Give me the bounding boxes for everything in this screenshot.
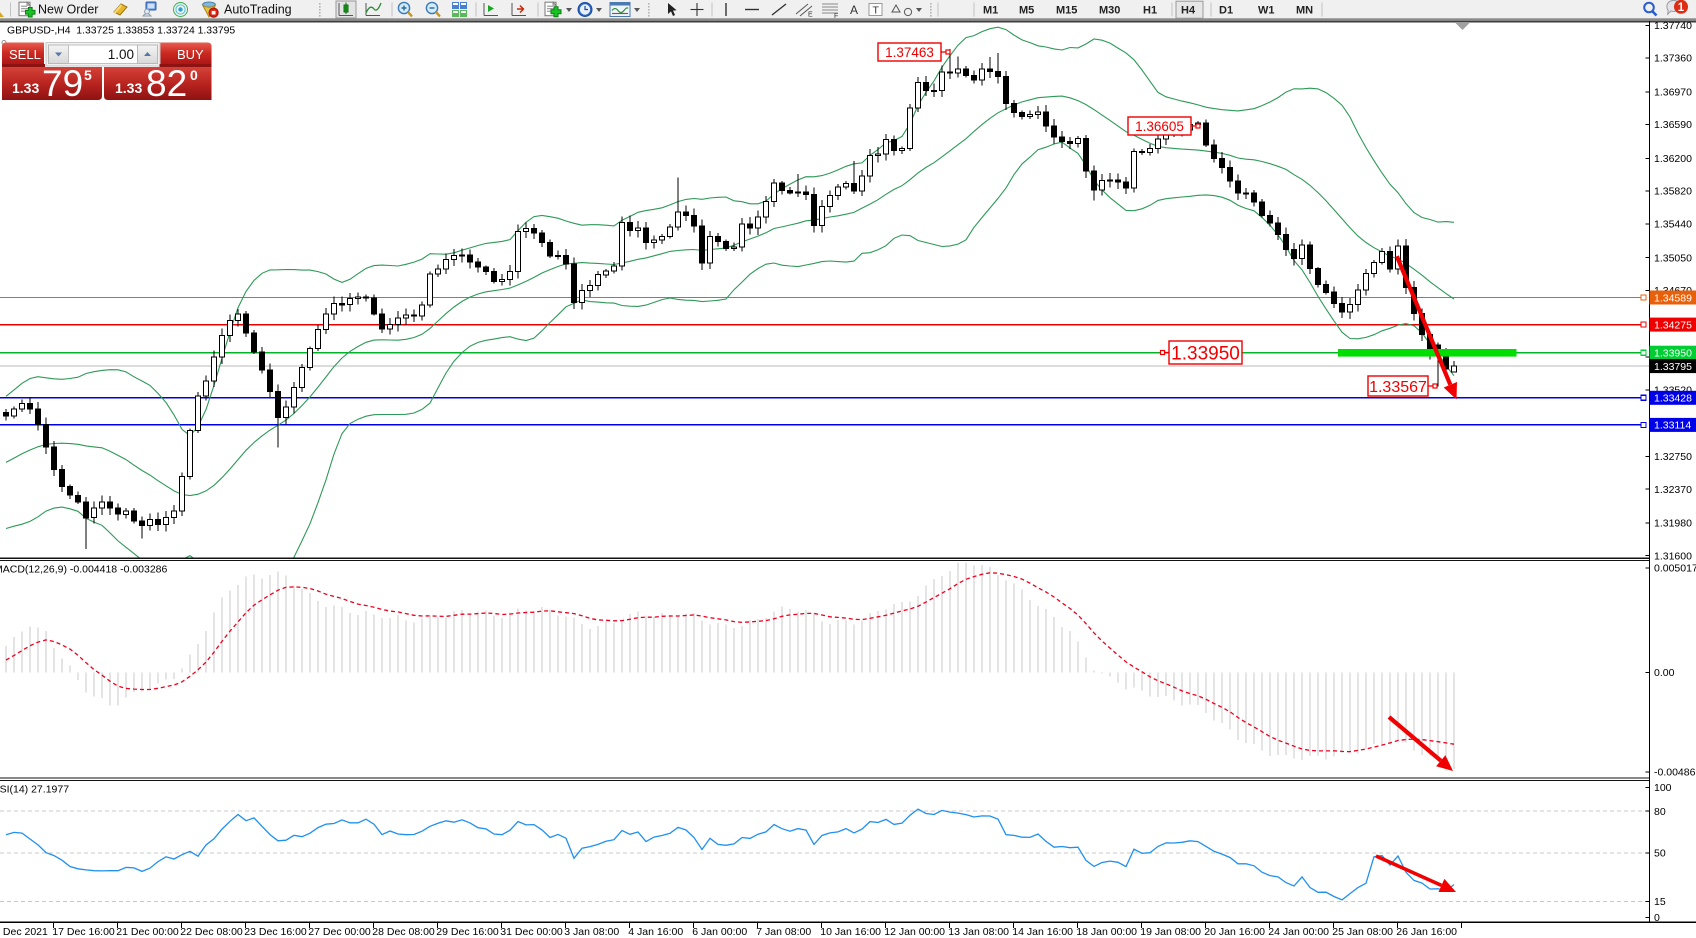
svg-text:14 Jan 16:00: 14 Jan 16:00 <box>1012 926 1073 938</box>
svg-text:19 Jan 08:00: 19 Jan 08:00 <box>1140 926 1201 938</box>
svg-text:1.35820: 1.35820 <box>1654 186 1692 198</box>
svg-text:3 Jan 08:00: 3 Jan 08:00 <box>564 926 619 938</box>
svg-text:22 Dec 08:00: 22 Dec 08:00 <box>180 926 243 938</box>
svg-text:0: 0 <box>190 67 198 83</box>
svg-text:26 Jan 16:00: 26 Jan 16:00 <box>1396 926 1457 938</box>
svg-text:MACD(12,26,9) -0.004418 -0.003: MACD(12,26,9) -0.004418 -0.003286 <box>0 564 168 576</box>
svg-text:M5: M5 <box>1019 5 1034 17</box>
svg-text:27 Dec 00:00: 27 Dec 00:00 <box>308 926 371 938</box>
svg-text:1.36590: 1.36590 <box>1654 119 1692 131</box>
svg-text:H4: H4 <box>1181 5 1196 17</box>
svg-text:1.33: 1.33 <box>12 80 39 96</box>
svg-text:New Order: New Order <box>38 3 98 17</box>
svg-text:M15: M15 <box>1056 5 1077 17</box>
svg-text:1.32750: 1.32750 <box>1654 451 1692 463</box>
svg-text:T: T <box>873 5 880 17</box>
svg-text:1.37740: 1.37740 <box>1654 20 1692 32</box>
svg-text:0.00: 0.00 <box>1654 667 1675 679</box>
svg-text:A: A <box>850 3 858 17</box>
svg-text:5: 5 <box>84 67 92 83</box>
svg-text:23 Dec 16:00: 23 Dec 16:00 <box>244 926 307 938</box>
svg-text:16 Dec 2021: 16 Dec 2021 <box>0 926 48 938</box>
svg-text:GBPUSD-,H4 1.33725 1.33853 1.: GBPUSD-,H4 1.33725 1.33853 1.33724 1.337… <box>7 26 235 37</box>
svg-text:24 Jan 00:00: 24 Jan 00:00 <box>1268 926 1329 938</box>
svg-text:1.31600: 1.31600 <box>1654 550 1692 562</box>
svg-text:1: 1 <box>1678 2 1685 14</box>
svg-text:1.00: 1.00 <box>108 47 134 62</box>
svg-text:25 Jan 08:00: 25 Jan 08:00 <box>1332 926 1393 938</box>
svg-text:50: 50 <box>1654 848 1666 860</box>
svg-text:W1: W1 <box>1258 5 1275 17</box>
svg-text:-0.004867: -0.004867 <box>1654 767 1696 779</box>
svg-text:10 Jan 16:00: 10 Jan 16:00 <box>820 926 881 938</box>
svg-text:F: F <box>834 13 838 20</box>
svg-text:D1: D1 <box>1219 5 1233 17</box>
svg-text:13 Jan 08:00: 13 Jan 08:00 <box>948 926 1009 938</box>
svg-text:1.37463: 1.37463 <box>885 45 934 60</box>
svg-text:1.33567: 1.33567 <box>1369 379 1427 396</box>
svg-text:21 Dec 00:00: 21 Dec 00:00 <box>116 926 179 938</box>
svg-text:1.36605: 1.36605 <box>1135 119 1184 134</box>
svg-text:79: 79 <box>42 63 83 104</box>
svg-text:M30: M30 <box>1099 5 1120 17</box>
svg-text:12 Jan 00:00: 12 Jan 00:00 <box>884 926 945 938</box>
svg-text:15: 15 <box>1654 896 1666 908</box>
svg-text:1.33114: 1.33114 <box>1654 420 1691 432</box>
svg-text:1.32370: 1.32370 <box>1654 484 1692 496</box>
svg-text:0.005017: 0.005017 <box>1654 563 1696 575</box>
svg-text:80: 80 <box>1654 806 1666 818</box>
svg-text:1.35440: 1.35440 <box>1654 219 1692 231</box>
svg-text:0: 0 <box>1654 912 1660 924</box>
svg-text:BUY: BUY <box>177 47 204 62</box>
svg-text:4 Jan 16:00: 4 Jan 16:00 <box>628 926 683 938</box>
svg-text:29 Dec 16:00: 29 Dec 16:00 <box>436 926 499 938</box>
svg-text:SELL: SELL <box>9 47 41 62</box>
svg-text:RSI(14) 27.1977: RSI(14) 27.1977 <box>0 784 69 796</box>
svg-text:1.34275: 1.34275 <box>1654 319 1692 331</box>
svg-text:1.33: 1.33 <box>115 80 142 96</box>
svg-text:E: E <box>808 12 813 19</box>
svg-text:H1: H1 <box>1143 5 1157 17</box>
svg-text:MN: MN <box>1296 5 1313 17</box>
svg-text:18 Jan 00:00: 18 Jan 00:00 <box>1076 926 1137 938</box>
svg-text:82: 82 <box>146 63 187 104</box>
svg-text:31 Dec 00:00: 31 Dec 00:00 <box>500 926 563 938</box>
svg-text:1.37360: 1.37360 <box>1654 53 1692 65</box>
svg-text:100: 100 <box>1654 782 1672 794</box>
svg-text:1.31980: 1.31980 <box>1654 518 1692 530</box>
svg-text:7 Jan 08:00: 7 Jan 08:00 <box>756 926 811 938</box>
svg-text:20 Jan 16:00: 20 Jan 16:00 <box>1204 926 1265 938</box>
svg-text:M1: M1 <box>983 5 998 17</box>
svg-text:1.36200: 1.36200 <box>1654 153 1692 165</box>
svg-text:1.33795: 1.33795 <box>1654 361 1692 373</box>
svg-text:AutoTrading: AutoTrading <box>224 3 292 17</box>
svg-text:1.33950: 1.33950 <box>1171 343 1240 364</box>
svg-text:28 Dec 08:00: 28 Dec 08:00 <box>372 926 435 938</box>
svg-text:1.36970: 1.36970 <box>1654 86 1692 98</box>
svg-text:1.35050: 1.35050 <box>1654 252 1692 264</box>
svg-text:1.33950: 1.33950 <box>1654 348 1692 360</box>
svg-text:17 Dec 16:00: 17 Dec 16:00 <box>52 926 115 938</box>
svg-text:1.33428: 1.33428 <box>1654 393 1692 405</box>
svg-text:1.34589: 1.34589 <box>1654 292 1692 304</box>
svg-text:6 Jan 00:00: 6 Jan 00:00 <box>692 926 747 938</box>
